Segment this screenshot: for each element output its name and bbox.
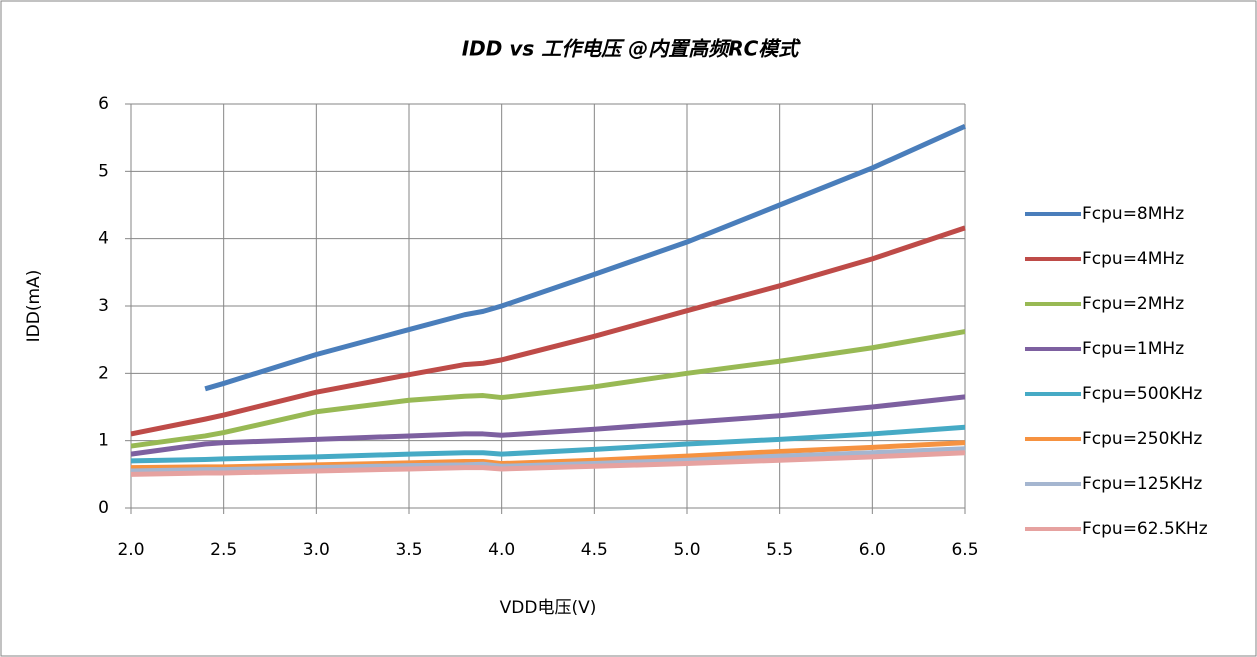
legend-label: Fcpu=62.5KHz: [1082, 519, 1208, 539]
series-line: [130, 440, 966, 471]
series-line: [130, 446, 966, 474]
x-tick-label: 2.0: [117, 540, 144, 560]
series-line: [130, 424, 966, 464]
legend-label: Fcpu=125KHz: [1082, 474, 1202, 494]
x-tick-label: 3.0: [303, 540, 330, 560]
y-tick-label: 2: [98, 363, 109, 383]
x-tick-label: 3.5: [395, 540, 422, 560]
x-tick-label: 6.5: [951, 540, 978, 560]
x-tick-label: 4.5: [581, 540, 608, 560]
x-tick-label: 5.0: [673, 540, 700, 560]
series-line: [130, 394, 966, 457]
y-tick-label: 0: [98, 498, 109, 518]
series-line: [204, 123, 967, 392]
y-tick-label: 5: [98, 161, 109, 181]
y-axis-label: IDD(mA): [24, 270, 44, 343]
series-line: [130, 329, 966, 449]
legend-label: Fcpu=1MHz: [1082, 339, 1184, 359]
series-line: [130, 225, 966, 437]
y-tick-label: 3: [98, 296, 109, 316]
legend-label: Fcpu=4MHz: [1082, 249, 1184, 269]
chart-title: IDD vs 工作电压 @内置高频RC模式: [462, 37, 802, 61]
x-axis-label: VDD电压(V): [500, 598, 597, 618]
legend-label: Fcpu=2MHz: [1082, 294, 1184, 314]
y-tick-label: 4: [98, 229, 109, 249]
x-tick-label: 5.5: [766, 540, 793, 560]
x-tick-label: 2.5: [210, 540, 237, 560]
legend-label: Fcpu=250KHz: [1082, 429, 1202, 449]
series-line: [130, 450, 966, 477]
y-tick-label: 1: [98, 431, 109, 451]
y-tick-label: 6: [98, 94, 109, 114]
legend-label: Fcpu=8MHz: [1082, 204, 1184, 224]
x-tick-label: 4.0: [488, 540, 515, 560]
x-tick-label: 6.0: [859, 540, 886, 560]
legend-label: Fcpu=500KHz: [1082, 384, 1202, 404]
